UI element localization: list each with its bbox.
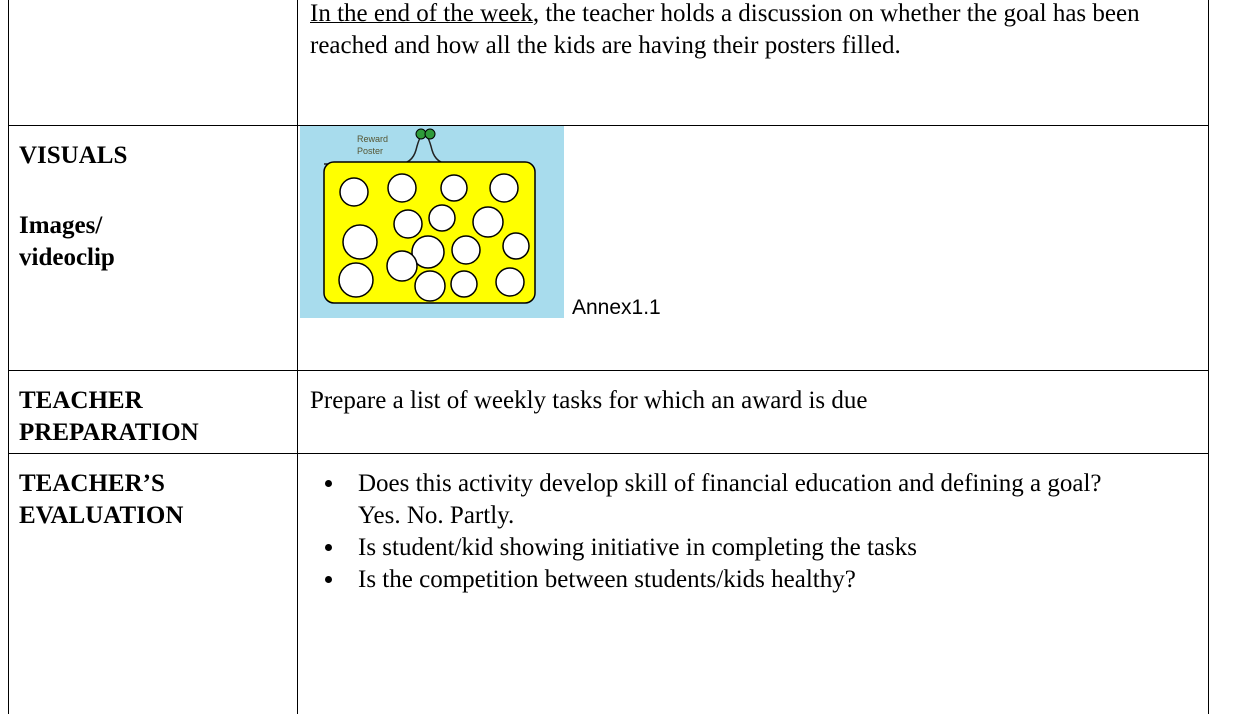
poster-image: Reward Poster [300,126,564,318]
underlined-text: In the end of the week [310,0,533,27]
row: TEACHER’S EVALUATION Does this activity … [9,454,1209,714]
row: In the end of the week, the teacher hold… [9,0,1209,126]
label: VISUALS [19,126,287,172]
content-cell: Reward Poster Annex1.1 [298,126,1209,371]
content-cell: In the end of the week, the teacher hold… [298,0,1209,126]
row: TEACHER PREPARATION Prepare a list of we… [9,371,1209,454]
content-cell: Prepare a list of weekly tasks for which… [298,371,1209,454]
bullet-list: Does this activity develop skill of fina… [310,468,1146,596]
paragraph: In the end of the week, the teacher hold… [310,0,1198,62]
bullet: Is student/kid showing initiative in com… [346,532,1146,564]
poster-text: Reward [357,134,388,144]
poster-text: Poster [357,146,383,156]
label: Images/ videoclip [19,210,149,274]
lesson-table: In the end of the week, the teacher hold… [8,0,1209,714]
label-cell: TEACHER’S EVALUATION [9,454,298,714]
bullet: Does this activity develop skill of fina… [346,468,1146,532]
label-cell: VISUALS Images/ videoclip [9,126,298,371]
text: Prepare a list of weekly tasks for which… [310,371,1198,417]
label: TEACHER PREPARATION [19,371,209,449]
label: TEACHER’S EVALUATION [19,454,209,532]
content-cell: Does this activity develop skill of fina… [298,454,1209,714]
bullet: Is the competition between students/kids… [346,564,1146,596]
label-cell [9,0,298,126]
row: VISUALS Images/ videoclip Reward Poster [9,126,1209,371]
image-row: Reward Poster Annex1.1 [298,126,1198,318]
label-cell: TEACHER PREPARATION [9,371,298,454]
caption: Annex1.1 [572,296,661,320]
